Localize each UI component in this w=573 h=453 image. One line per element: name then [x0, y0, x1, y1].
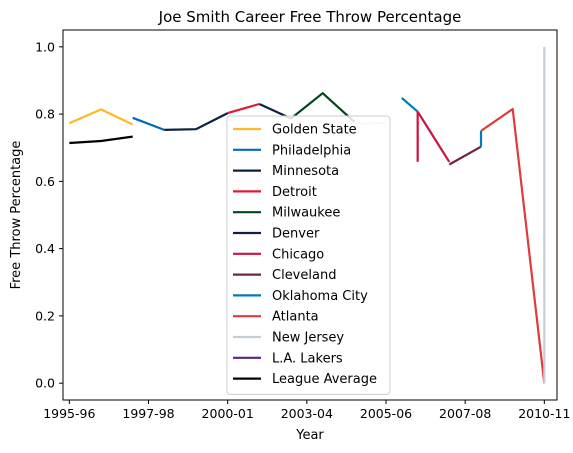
series-line-1: [132, 116, 165, 131]
x-tick-label: 2010-11: [518, 406, 570, 421]
legend-label: Detroit: [272, 185, 317, 200]
legend-box: [226, 115, 391, 395]
series-line-3: [227, 102, 260, 115]
legend-label: L.A. Lakers: [272, 351, 343, 366]
series-line-2: [164, 112, 229, 131]
legend-label: Denver: [272, 227, 320, 242]
series-line-6: [416, 111, 451, 163]
legend-label: New Jersey: [272, 331, 344, 346]
axes: [62, 29, 558, 401]
legend-label: Minnesota: [272, 164, 339, 179]
legend-label: Milwaukee: [272, 206, 340, 221]
legend: Golden State Philadelphia Minnesota Detroit…: [226, 115, 391, 395]
series-line-7: [448, 145, 482, 166]
x-tick-label: 1997-98: [122, 406, 174, 421]
legend-label: Golden State: [272, 123, 357, 138]
x-axis-title: Year: [295, 428, 324, 443]
x-tick-label: 2005-06: [360, 406, 412, 421]
x-axis-ticks: 1995-96 1997-98 2000-01 2003-04 2005-06 2007-…: [43, 400, 570, 421]
legend-label: Philadelphia: [272, 143, 351, 158]
series-line-4: [290, 92, 356, 123]
y-tick-label: 0.2: [35, 308, 55, 323]
y-tick-label: 0.8: [35, 107, 55, 122]
legend-label: Atlanta: [272, 310, 319, 325]
x-tick-label: 2007-08: [439, 406, 491, 421]
y-axis-ticks: 0.0 0.2 0.4 0.6 0.8 1.0: [35, 39, 63, 391]
x-tick-label: 1995-96: [43, 406, 95, 421]
y-tick-label: 0.4: [35, 241, 55, 256]
series-line-12: [69, 135, 133, 145]
legend-label: Cleveland: [272, 268, 336, 283]
x-tick-label: 2000-01: [202, 406, 254, 421]
legend-label: Chicago: [272, 247, 324, 262]
series-line-8: [401, 97, 419, 113]
chart-title: Joe Smith Career Free Throw Percentage: [158, 8, 462, 26]
series-line-0: [68, 108, 134, 126]
y-tick-label: 1.0: [35, 39, 55, 54]
x-tick-label: 2003-04: [281, 406, 333, 421]
legend-label: League Average: [272, 372, 377, 387]
plot-frame: [62, 29, 558, 401]
series-line-9: [480, 107, 546, 384]
legend-label: Oklahoma City: [272, 289, 368, 304]
y-axis-title: Free Throw Percentage: [9, 141, 24, 290]
y-tick-label: 0.0: [35, 376, 55, 391]
y-tick-label: 0.6: [35, 174, 55, 189]
